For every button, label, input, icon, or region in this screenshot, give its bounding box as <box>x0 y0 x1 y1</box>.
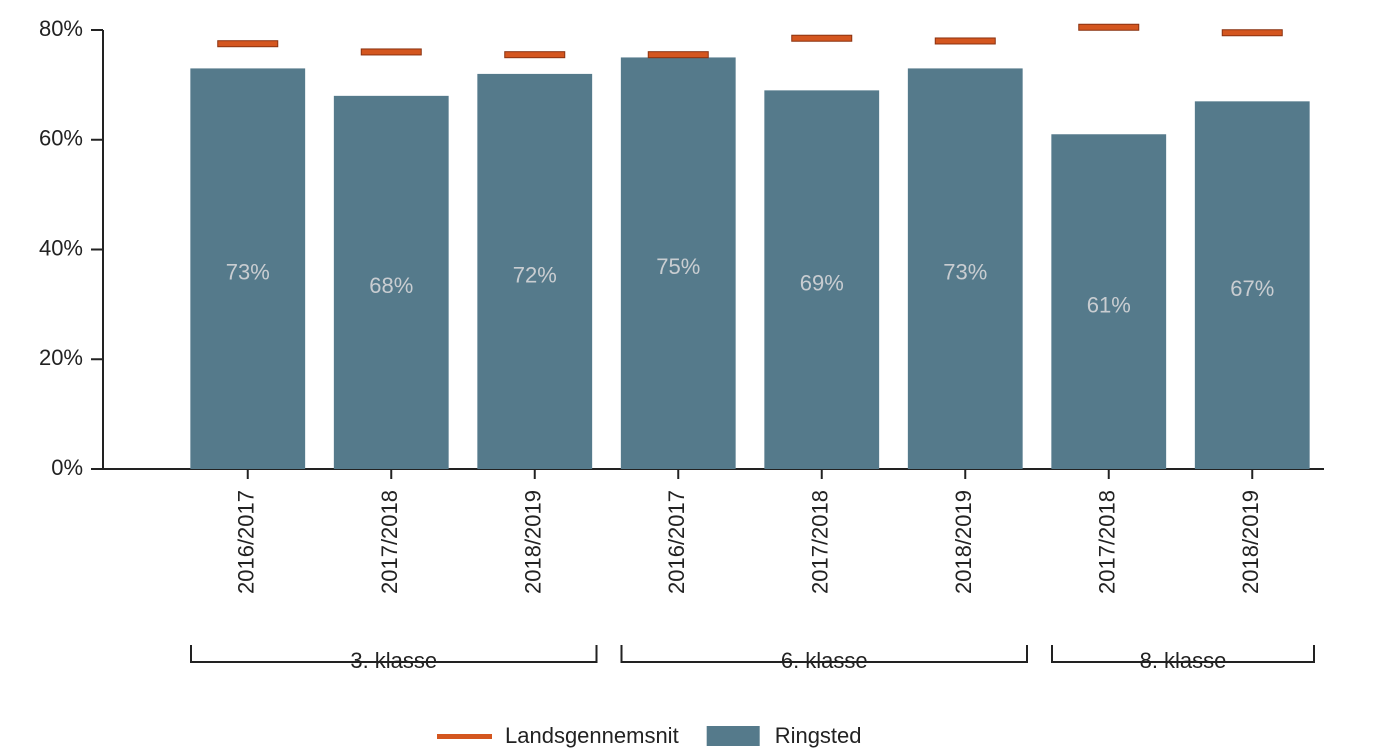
legend-swatch <box>437 734 492 739</box>
value-label: 69% <box>800 270 844 295</box>
marker <box>217 40 279 48</box>
group-label: 6. klasse <box>781 648 868 673</box>
value-label: 73% <box>943 260 987 285</box>
group-bracket <box>620 645 1028 663</box>
y-tick-label: 0% <box>51 455 83 480</box>
marker <box>504 51 566 59</box>
y-tick-label: 60% <box>39 126 83 151</box>
bar <box>333 95 449 469</box>
marker <box>647 51 709 59</box>
x-tick-label: 2018/2019 <box>521 490 546 594</box>
value-label: 75% <box>656 254 700 279</box>
marker <box>1221 29 1283 37</box>
group-bracket <box>1051 645 1315 663</box>
marker <box>360 48 422 56</box>
legend-label: Landsgennemsnit <box>505 723 679 748</box>
x-tick-label: 2018/2019 <box>1238 490 1263 594</box>
value-label: 68% <box>369 273 413 298</box>
marker <box>934 37 996 45</box>
x-tick-label: 2018/2019 <box>951 490 976 594</box>
x-tick-label: 2016/2017 <box>234 490 259 594</box>
marker <box>791 34 853 42</box>
bar <box>620 57 736 469</box>
y-tick-label: 80% <box>39 16 83 41</box>
x-tick-label: 2017/2018 <box>377 490 402 594</box>
value-label: 61% <box>1087 292 1131 317</box>
value-label: 73% <box>226 260 270 285</box>
bar <box>190 68 306 469</box>
y-tick-label: 40% <box>39 235 83 260</box>
x-tick-label: 2017/2018 <box>808 490 833 594</box>
x-tick-label: 2017/2018 <box>1095 490 1120 594</box>
bar <box>1194 101 1310 470</box>
bar <box>477 73 593 470</box>
group-label: 3. klasse <box>350 648 437 673</box>
y-tick-label: 20% <box>39 345 83 370</box>
value-label: 72% <box>513 262 557 287</box>
bar <box>764 90 880 470</box>
group-label: 8. klasse <box>1140 648 1227 673</box>
legend-swatch <box>706 726 760 746</box>
marker <box>1078 23 1140 31</box>
bar <box>907 68 1023 469</box>
group-bracket <box>190 645 598 663</box>
bar <box>1051 134 1167 469</box>
value-label: 67% <box>1230 276 1274 301</box>
x-tick-label: 2016/2017 <box>664 490 689 594</box>
legend-label: Ringsted <box>775 723 862 748</box>
